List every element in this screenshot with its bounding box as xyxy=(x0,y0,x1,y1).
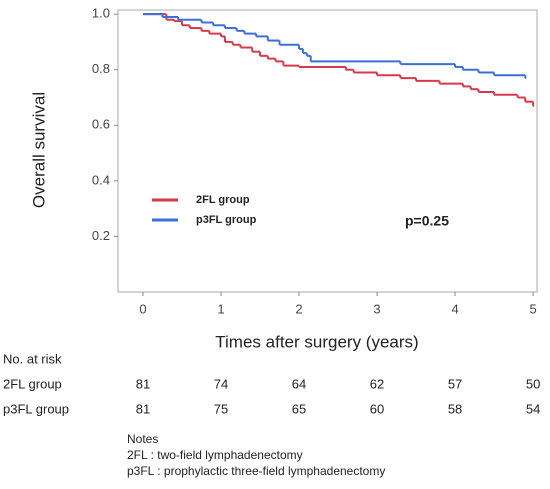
x-tick-label: 0 xyxy=(139,301,146,316)
y-tick-label: 1.0 xyxy=(92,6,110,21)
x-tick-label: 1 xyxy=(217,301,224,316)
risk-row-label: 2FL group xyxy=(3,376,62,391)
legend-label: p3FL group xyxy=(196,214,257,226)
y-tick-label: 0.2 xyxy=(92,228,110,243)
plot-frame xyxy=(117,9,538,293)
risk-count: 81 xyxy=(136,376,150,391)
risk-count: 74 xyxy=(214,376,228,391)
x-tick-label: 3 xyxy=(373,301,380,316)
risk-count: 65 xyxy=(292,401,306,416)
risk-count: 62 xyxy=(370,376,384,391)
x-axis-label: Times after surgery (years) xyxy=(215,332,418,351)
risk-count: 75 xyxy=(214,401,228,416)
x-tick-label: 5 xyxy=(529,301,536,316)
risk-count: 58 xyxy=(448,401,462,416)
note: 2FL : two-field lymphadenectomy xyxy=(127,448,303,462)
note: p3FL : prophylactic three-field lymphade… xyxy=(127,464,385,478)
y-tick-label: 0.4 xyxy=(92,172,110,187)
y-tick-label: 0.6 xyxy=(92,117,110,132)
risk-count: 60 xyxy=(370,401,384,416)
risk-title: No. at risk xyxy=(3,351,62,366)
risk-count: 50 xyxy=(526,376,540,391)
y-axis-label: Overall survival xyxy=(29,92,48,208)
legend-label: 2FL group xyxy=(196,194,250,206)
p-value: p=0.25 xyxy=(405,213,449,229)
y-tick-label: 0.8 xyxy=(92,61,110,76)
x-tick-label: 2 xyxy=(295,301,302,316)
notes-title: Notes xyxy=(127,432,158,446)
risk-row-label: p3FL group xyxy=(3,401,69,416)
risk-count: 81 xyxy=(136,401,150,416)
risk-count: 64 xyxy=(292,376,306,391)
risk-count: 54 xyxy=(526,401,540,416)
x-tick-label: 4 xyxy=(451,301,458,316)
risk-count: 57 xyxy=(448,376,462,391)
